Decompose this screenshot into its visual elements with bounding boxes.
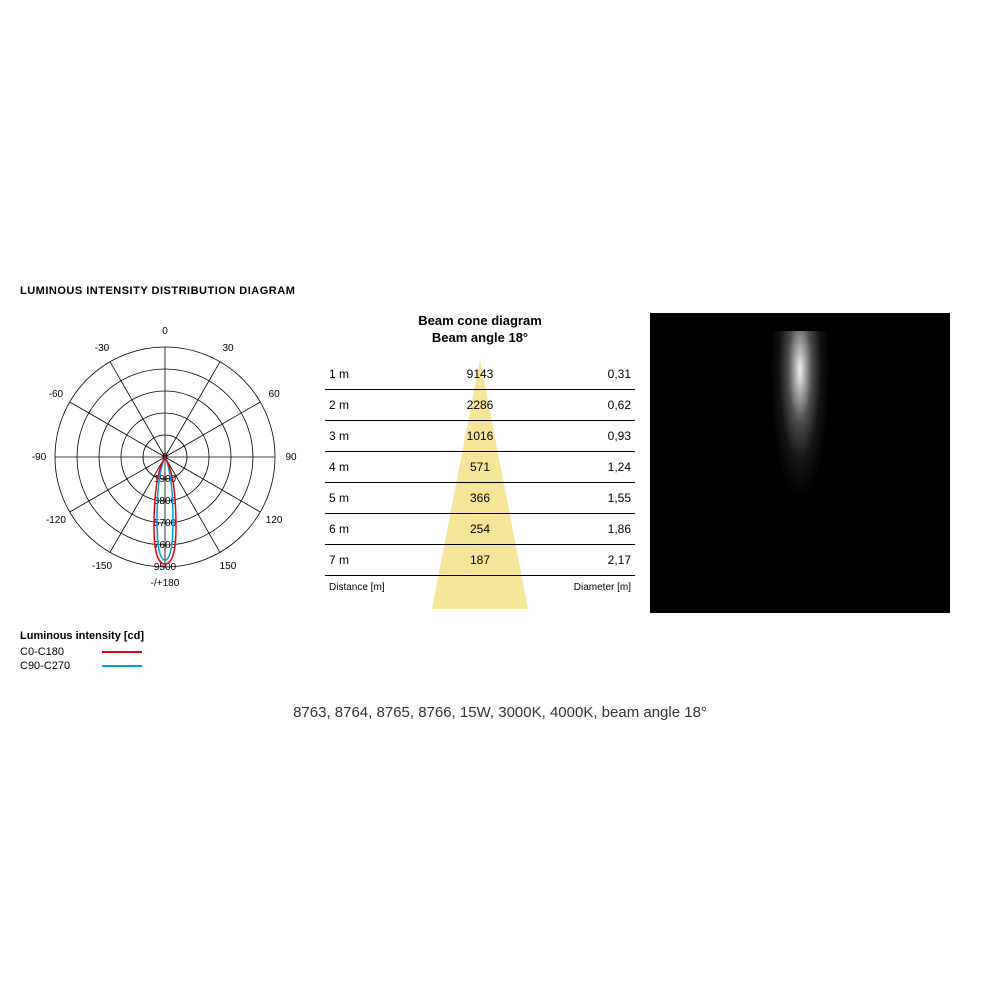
svg-text:-/+180: -/+180 — [151, 578, 180, 589]
legend-item: C90-C270 — [20, 660, 310, 672]
svg-text:-120: -120 — [46, 515, 66, 526]
beam-cone-diagram: Beam cone diagram Beam angle 18° 1 m9143… — [325, 285, 635, 608]
svg-text:60: 60 — [269, 389, 281, 400]
svg-text:-60: -60 — [49, 389, 64, 400]
cone-row: 1 m91430,31 — [325, 359, 635, 390]
cone-title: Beam cone diagram Beam angle 18° — [325, 313, 635, 347]
svg-text:120: 120 — [266, 515, 283, 526]
svg-text:150: 150 — [220, 561, 237, 572]
svg-text:0: 0 — [162, 326, 168, 337]
cone-row: 4 m5711,24 — [325, 452, 635, 483]
cone-row: 3 m10160,93 — [325, 421, 635, 452]
legend-title: Luminous intensity [cd] — [20, 630, 310, 642]
polar-chart: -/+180150-150120-12090-9060-6030-3000190… — [20, 312, 310, 607]
cone-row: 2 m22860,62 — [325, 390, 635, 421]
legend: Luminous intensity [cd] C0-C180 C90-C270 — [20, 630, 310, 672]
caption: 8763, 8764, 8765, 8766, 15W, 3000K, 4000… — [20, 704, 980, 721]
cone-row: 5 m3661,55 — [325, 483, 635, 514]
svg-text:-150: -150 — [92, 561, 112, 572]
light-beam — [770, 331, 830, 591]
beam-photo — [650, 313, 950, 613]
cone-row: 7 m1872,17 — [325, 545, 635, 576]
cone-row: 6 m2541,86 — [325, 514, 635, 545]
polar-diagram: LUMINOUS INTENSITY DISTRIBUTION DIAGRAM … — [20, 285, 310, 674]
legend-item: C0-C180 — [20, 646, 310, 658]
svg-text:-90: -90 — [32, 452, 47, 463]
polar-title: LUMINOUS INTENSITY DISTRIBUTION DIAGRAM — [20, 285, 310, 297]
svg-text:-30: -30 — [95, 343, 110, 354]
svg-text:30: 30 — [222, 343, 234, 354]
svg-text:90: 90 — [285, 452, 297, 463]
beam-render — [650, 313, 950, 613]
